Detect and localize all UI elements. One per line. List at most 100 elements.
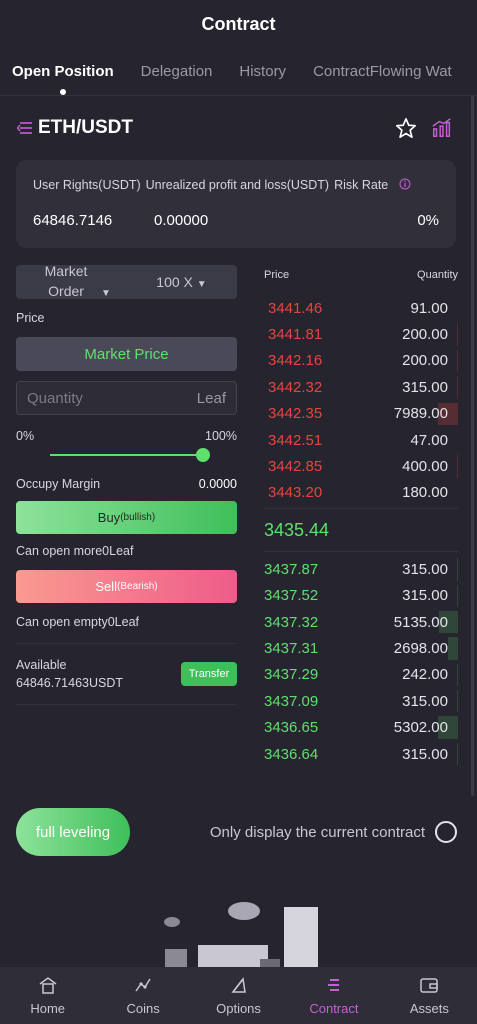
leverage-selector[interactable]: 100 X ▼	[126, 274, 237, 290]
nav-contract[interactable]: Contract	[286, 967, 381, 1024]
depth-bar	[457, 742, 458, 766]
bid-row[interactable]: 3436.65 5302.00	[264, 714, 458, 740]
unrealized-pnl-value: 0.00000	[154, 212, 209, 229]
depth-bar	[457, 584, 458, 607]
market-price-button[interactable]: Market Price	[16, 337, 237, 371]
coins-icon	[133, 976, 153, 997]
bid-quantity: 315.00	[402, 692, 448, 710]
depth-bar	[438, 402, 458, 425]
ask-quantity: 400.00	[402, 458, 448, 476]
slider-min-label: 0%	[16, 429, 35, 443]
slider-handle[interactable]	[196, 448, 210, 462]
ask-price: 3442.85	[268, 458, 323, 476]
tab-delegation[interactable]: Delegation	[140, 63, 213, 80]
ask-row[interactable]: 3442.85 400.00	[268, 453, 458, 479]
buy-label: Buy	[97, 510, 121, 525]
buy-button[interactable]: Buy (bullish)	[16, 501, 237, 534]
bid-list: 3437.87 315.00 3437.52 315.00 3437.32 5135.00…	[264, 556, 458, 767]
risk-rate-value: 0%	[417, 212, 439, 229]
tab-history[interactable]: History	[239, 63, 287, 80]
bid-quantity: 242.00	[402, 666, 448, 684]
quantity-input[interactable]: Quantity Leaf	[16, 381, 237, 415]
assets-icon	[419, 976, 439, 997]
only-current-contract-toggle[interactable]: Only display the current contract	[210, 821, 457, 843]
sell-button[interactable]: Sell (Bearish)	[16, 570, 237, 603]
account-summary-card: User Rights(USDT) Unrealized profit and …	[16, 160, 456, 248]
transfer-button[interactable]: Transfer	[181, 662, 237, 686]
nav-coins[interactable]: Coins	[95, 967, 190, 1024]
ask-quantity: 200.00	[402, 326, 448, 344]
page-scrollbar[interactable]	[471, 96, 474, 796]
depth-bar	[448, 637, 458, 660]
ask-quantity: 180.00	[402, 484, 448, 502]
depth-bar	[457, 323, 458, 346]
order-type-label: Market Order	[44, 262, 88, 299]
ask-row[interactable]: 3442.51 47.00	[268, 427, 458, 453]
order-type-selector[interactable]: Market Order ▼ 100 X ▼	[16, 263, 237, 299]
last-price: 3435.44	[264, 508, 458, 553]
quantity-placeholder: Quantity	[27, 389, 83, 407]
bid-price: 3437.32	[264, 613, 319, 631]
star-icon[interactable]	[395, 117, 417, 139]
bid-row[interactable]: 3437.87 315.00	[264, 556, 458, 582]
ask-row[interactable]: 3442.35 7989.00	[268, 401, 458, 427]
ask-quantity: 7989.00	[393, 405, 448, 423]
book-price-header: Price	[264, 269, 290, 281]
ask-row[interactable]: 3442.16 200.00	[268, 348, 458, 374]
ask-row[interactable]: 3442.32 315.00	[268, 374, 458, 400]
ask-price: 3443.20	[268, 484, 323, 502]
user-rights-label: User Rights(USDT)	[33, 178, 141, 192]
nav-home[interactable]: Home	[0, 967, 95, 1024]
nav-options[interactable]: Options	[191, 967, 286, 1024]
pair-header: ETH/USDT	[16, 110, 453, 146]
bid-row[interactable]: 3437.09 315.00	[264, 688, 458, 714]
bid-price: 3437.29	[264, 666, 319, 684]
bid-price: 3437.09	[264, 692, 319, 710]
ask-quantity: 47.00	[410, 431, 448, 449]
bid-quantity: 315.00	[402, 560, 448, 578]
contract-icon	[324, 976, 344, 997]
bid-price: 3436.64	[264, 745, 319, 763]
sell-sub-label: (Bearish)	[117, 581, 158, 592]
ask-row[interactable]: 3443.20 180.00	[268, 480, 458, 506]
sell-label: Sell	[95, 579, 118, 594]
ask-row[interactable]: 3441.81 200.00	[268, 321, 458, 347]
book-quantity-header: Quantity	[417, 269, 458, 281]
ask-row[interactable]: 3441.46 91.00	[268, 295, 458, 321]
tab-bar: Open Position Delegation History Contrac…	[0, 48, 477, 96]
caret-down-icon: ▼	[196, 279, 207, 290]
occupy-margin-value: 0.0000	[198, 477, 237, 491]
tab-open-position[interactable]: Open Position	[12, 63, 114, 80]
depth-bar	[457, 376, 458, 399]
nav-assets[interactable]: Assets	[382, 967, 477, 1024]
tab-contract-flowing[interactable]: ContractFlowing Wat	[313, 63, 452, 80]
info-icon[interactable]	[399, 178, 411, 192]
pair-menu-icon[interactable]	[16, 120, 34, 136]
pair-name[interactable]: ETH/USDT	[38, 117, 133, 138]
depth-bar	[457, 663, 458, 687]
page-title: Contract	[201, 13, 276, 34]
slider-max-label: 100%	[205, 429, 237, 443]
bid-row[interactable]: 3437.52 315.00	[264, 583, 458, 609]
empty-state-illustration	[160, 895, 320, 967]
full-leveling-button[interactable]: full leveling	[16, 808, 130, 856]
ask-price: 3442.35	[268, 405, 323, 423]
bid-row[interactable]: 3437.29 242.00	[264, 662, 458, 688]
bid-quantity: 5302.00	[393, 719, 448, 737]
depth-bar	[457, 455, 458, 478]
leverage-value: 100 X	[156, 274, 193, 290]
bid-price: 3436.65	[264, 719, 319, 737]
ask-quantity: 315.00	[402, 378, 448, 396]
radio-icon[interactable]	[435, 821, 457, 843]
user-rights-value: 64846.7146	[33, 212, 113, 229]
bid-quantity: 315.00	[402, 745, 448, 763]
quantity-slider[interactable]	[16, 445, 237, 465]
depth-bar	[457, 690, 458, 713]
bid-row[interactable]: 3436.64 315.00	[264, 741, 458, 767]
available-label: Available	[16, 658, 67, 672]
bid-row[interactable]: 3437.32 5135.00	[264, 609, 458, 635]
bid-row[interactable]: 3437.31 2698.00	[264, 635, 458, 661]
bid-price: 3437.52	[264, 587, 319, 605]
risk-rate-label: Risk Rate	[334, 178, 389, 192]
chart-icon[interactable]	[431, 117, 453, 139]
